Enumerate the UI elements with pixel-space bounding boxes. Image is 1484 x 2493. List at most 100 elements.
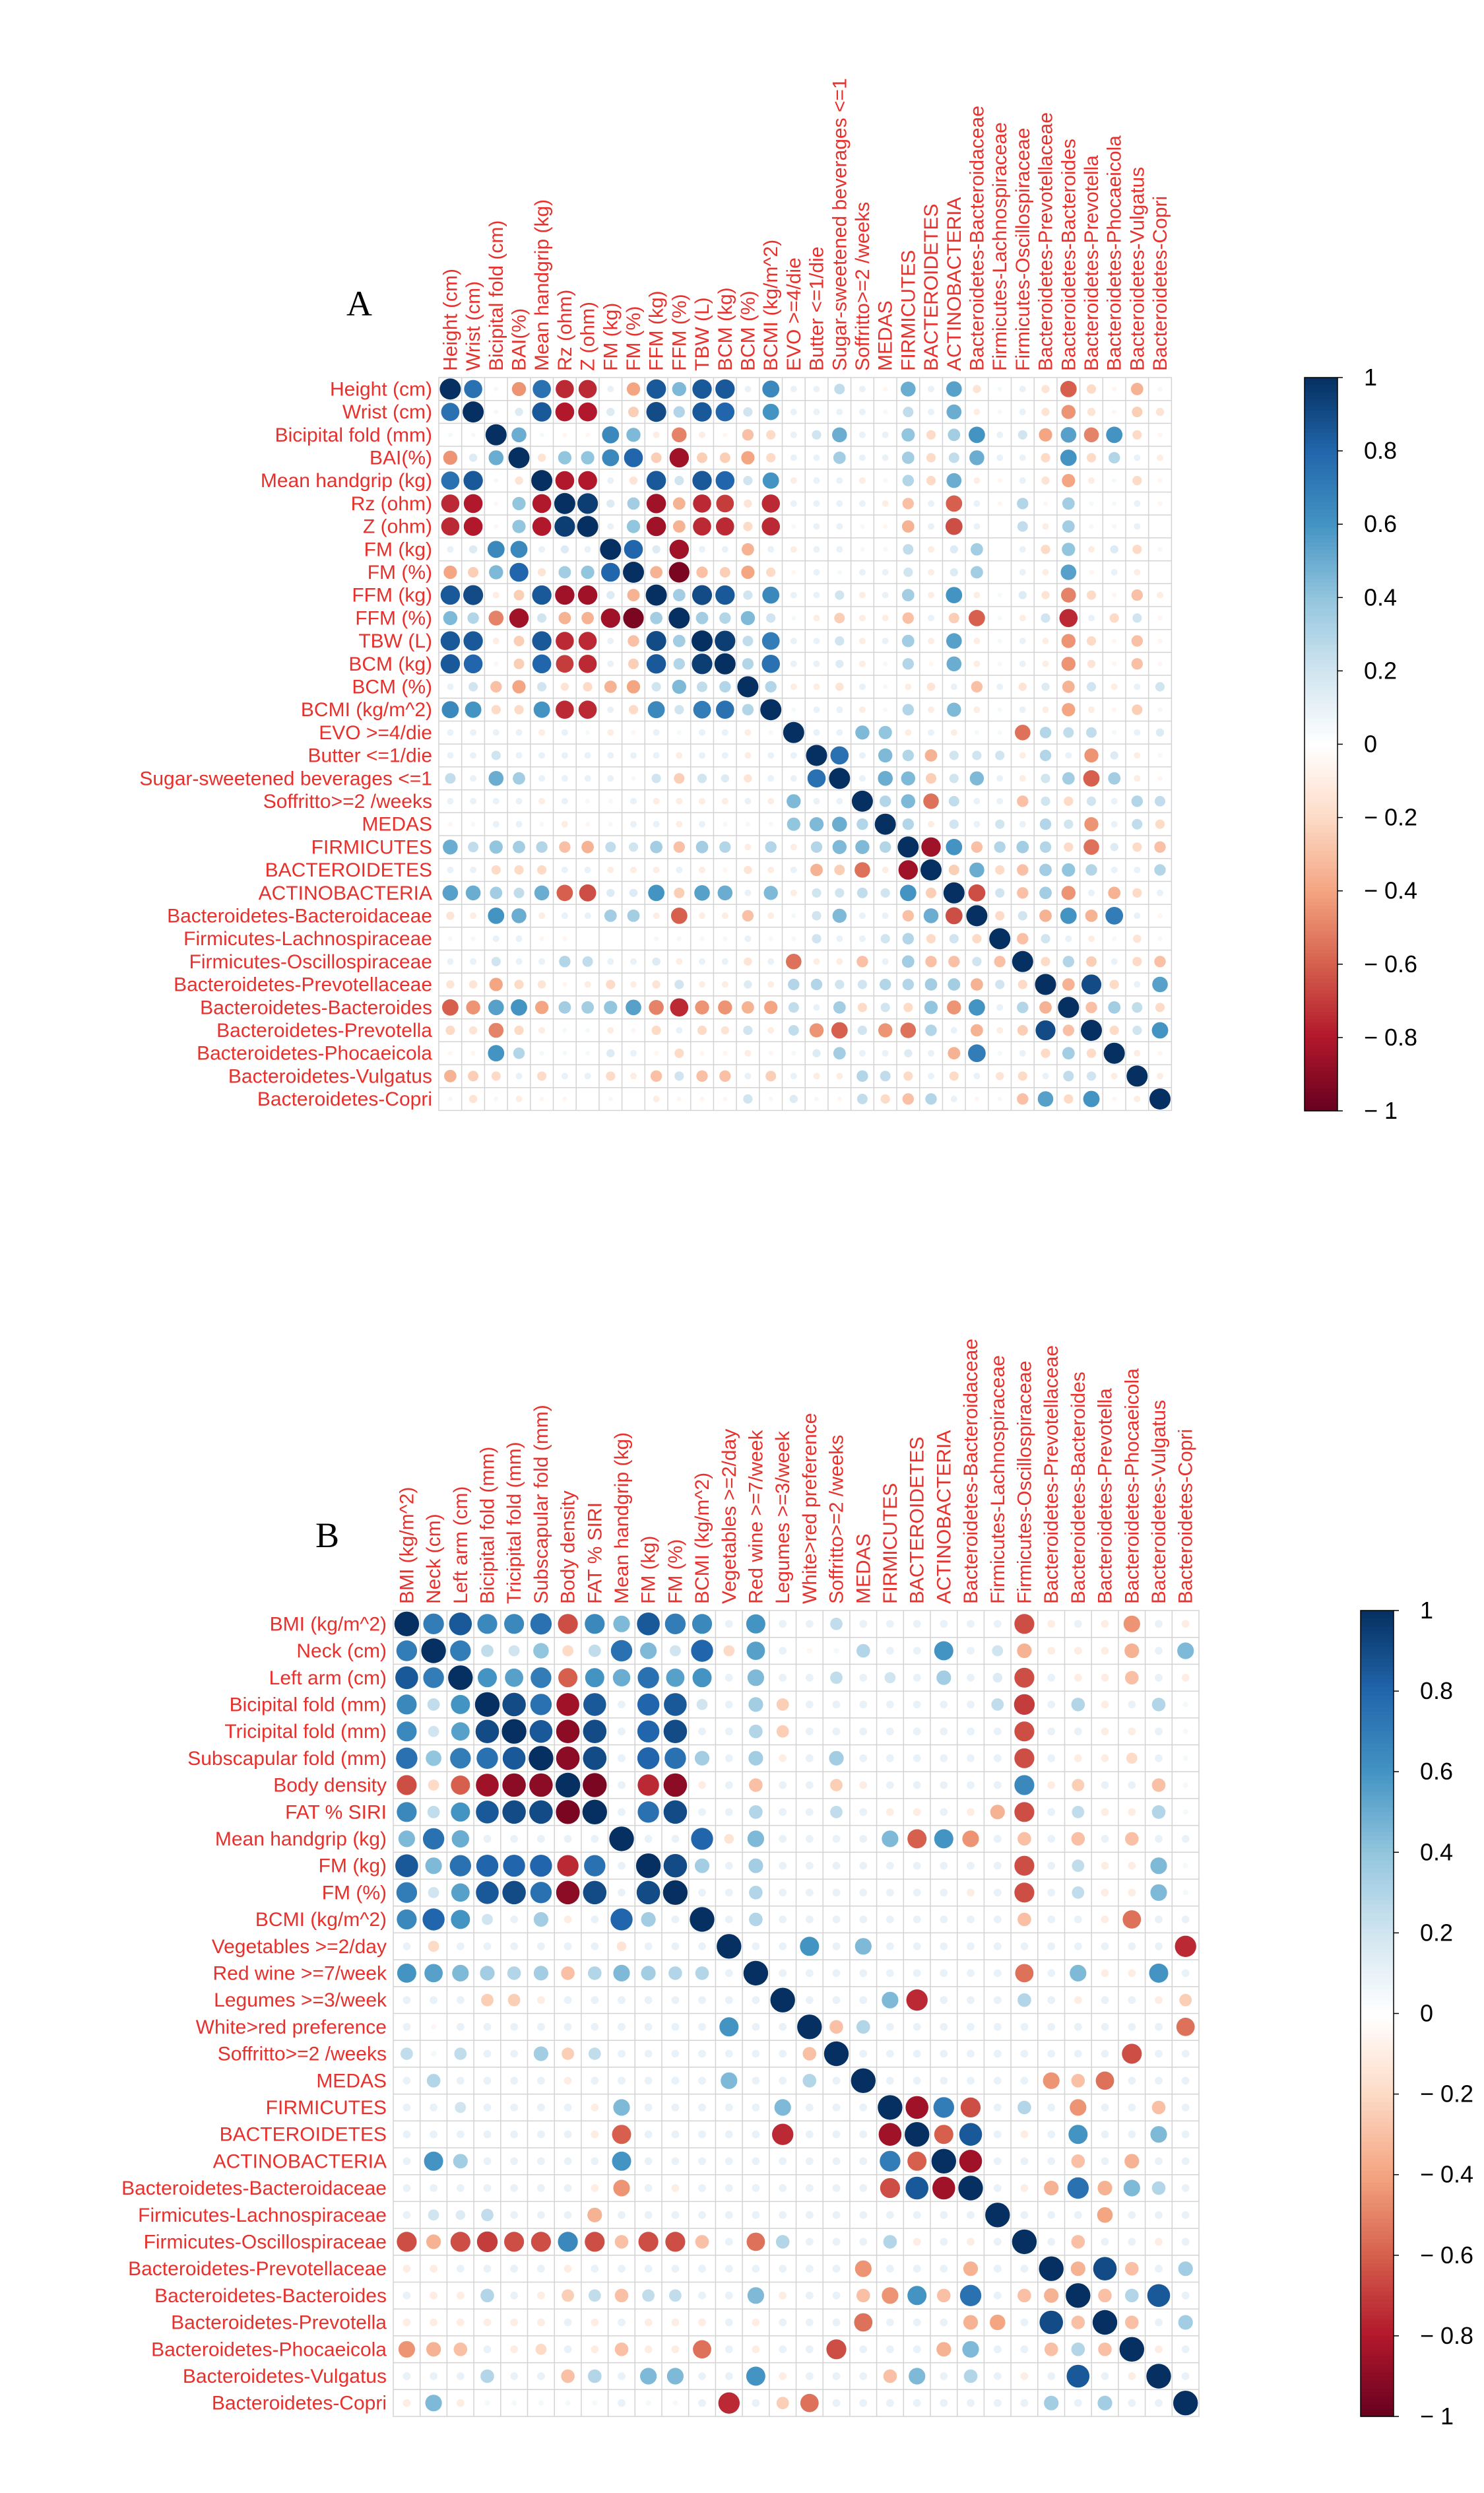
correlation-cell-b-r17-c5 (510, 2049, 518, 2058)
color-scale-band (1361, 2174, 1394, 2179)
column-label: White>red preference (799, 1413, 821, 1604)
correlation-cell-a-r5-c22 (926, 476, 936, 486)
correlation-cell-b-r18-c30 (1181, 2077, 1190, 2085)
correlation-cell-a-r5-c28 (1062, 474, 1076, 488)
correlation-cell-b-r1-c3 (449, 1612, 472, 1636)
color-scale-band (1361, 2311, 1394, 2316)
correlation-cell-b-r20-c30 (1181, 2130, 1190, 2139)
correlation-cell-b-r18-c18 (851, 2068, 876, 2093)
color-scale-band (1305, 1059, 1338, 1064)
correlation-cell-b-r25-c26 (1070, 2261, 1085, 2277)
color-scale-band (1305, 707, 1338, 712)
correlation-cell-b-r15-c16 (805, 1996, 814, 2005)
correlation-cell-a-r30-c19 (858, 1049, 866, 1057)
correlation-cell-a-r12-c23 (946, 633, 962, 649)
correlation-cell-a-r7-c1 (441, 517, 460, 536)
correlation-cell-a-r31-c22 (928, 1073, 934, 1080)
correlation-cell-b-r24-c1 (397, 2232, 417, 2252)
correlation-cell-b-r22-c16 (805, 2184, 814, 2192)
correlation-cell-b-r3-c22 (967, 1673, 975, 1682)
correlation-cell-a-r10-c29 (1086, 590, 1097, 600)
correlation-cell-a-r1-c25 (997, 386, 1002, 392)
correlation-cell-b-r3-c18 (859, 1673, 868, 1682)
correlation-cell-a-r21-c11 (673, 841, 685, 853)
correlation-cell-a-r15-c30 (1112, 707, 1117, 712)
correlation-cell-a-r6-c13 (716, 494, 734, 513)
correlation-cell-b-r23-c23 (985, 2203, 1010, 2228)
correlation-cell-a-r19-c17 (813, 797, 820, 805)
correlation-cell-a-r30-c26 (1019, 1049, 1026, 1057)
correlation-cell-a-r13-c17 (813, 660, 820, 667)
color-scale-band (1305, 861, 1338, 866)
correlation-cell-b-r10-c30 (1182, 1863, 1188, 1869)
correlation-cell-b-r25-c11 (671, 2265, 680, 2273)
correlation-cell-b-r24-c10 (638, 2232, 659, 2252)
color-scale-band (1361, 2013, 1394, 2018)
correlation-cell-a-r20-c8 (608, 822, 613, 827)
correlation-cell-a-r10-c15 (762, 586, 780, 604)
row-label: BCMI (kg/m^2) (255, 1909, 387, 1931)
color-scale-band (1361, 2102, 1394, 2107)
correlation-cell-b-r15-c3 (456, 1996, 465, 2005)
correlation-cell-a-r13-c9 (628, 658, 639, 669)
correlation-cell-b-r30-c6 (538, 2400, 544, 2406)
correlation-cell-b-r6-c1 (396, 1747, 418, 1769)
correlation-cell-a-r26-c30 (1111, 958, 1118, 965)
color-scale-band (1305, 381, 1338, 385)
correlation-cell-a-r17-c2 (470, 752, 477, 759)
correlation-cell-a-r20-c7 (585, 822, 591, 827)
correlation-cell-b-r25-c10 (644, 2265, 653, 2273)
correlation-cell-b-r1-c26 (1074, 1620, 1082, 1628)
correlation-cell-a-r12-c14 (742, 636, 754, 647)
color-scale-band (1305, 755, 1338, 760)
correlation-cell-b-r16-c23 (993, 2022, 1002, 2031)
correlation-cell-a-r7-c2 (463, 517, 483, 536)
row-label: Wrist (cm) (342, 401, 432, 423)
color-scale-band (1361, 1904, 1394, 1910)
correlation-cell-a-r4-c19 (858, 454, 866, 461)
correlation-cell-a-r6-c14 (744, 499, 752, 508)
correlation-cell-a-r21-c5 (536, 841, 548, 853)
correlation-cell-a-r10-c1 (440, 585, 461, 605)
correlation-cell-b-r1-c11 (664, 1613, 686, 1634)
correlation-cell-a-r15-c8 (607, 706, 614, 714)
correlation-cell-a-r25-c14 (744, 935, 752, 943)
correlation-cell-a-r19-c1 (447, 797, 454, 805)
correlation-cell-a-r23-c1 (442, 885, 459, 901)
correlation-cell-b-r25-c18 (855, 2260, 872, 2277)
correlation-cell-b-r29-c15 (779, 2372, 787, 2380)
color-scale-band (1361, 1888, 1394, 1893)
color-scale-band (1361, 1856, 1394, 1861)
correlation-cell-a-r7-c24 (973, 523, 981, 530)
correlation-cell-b-r26-c19 (882, 2287, 899, 2304)
correlation-cell-a-r6-c11 (672, 497, 686, 510)
correlation-cell-a-r26-c2 (470, 958, 477, 965)
correlation-cell-a-r27-c1 (446, 980, 455, 989)
correlation-cell-b-r2-c8 (588, 1644, 601, 1657)
correlation-cell-a-r14-c13 (719, 681, 731, 693)
correlation-cell-a-r25-c18 (836, 935, 843, 943)
correlation-cell-b-r30-c22 (967, 2399, 975, 2407)
correlation-cell-b-r15-c19 (882, 1991, 899, 2009)
correlation-cell-b-r6-c13 (725, 1754, 733, 1762)
correlation-cell-b-r14-c21 (940, 1969, 948, 1978)
correlation-cell-b-r5-c14 (749, 1724, 763, 1739)
correlation-cell-b-r15-c26 (1074, 1996, 1082, 2005)
color-scale-band (1361, 1634, 1394, 1640)
column-label: Firmicutes-Lachnospiraceae (987, 1355, 1009, 1604)
correlation-cell-a-r16-c10 (653, 729, 660, 736)
correlation-cell-a-r19-c27 (1041, 796, 1050, 806)
correlation-cell-b-r4-c13 (725, 1700, 733, 1709)
correlation-cell-a-r25-c7 (587, 938, 589, 939)
correlation-cell-a-r17-c4 (515, 752, 523, 759)
correlation-cell-b-r26-c25 (1044, 2288, 1059, 2303)
correlation-cell-b-r30-c29 (1155, 2399, 1163, 2407)
correlation-cell-b-r20-c14 (752, 2130, 760, 2139)
correlation-cell-b-r27-c16 (805, 2318, 814, 2327)
color-scale-band (1305, 440, 1338, 444)
correlation-cell-b-r3-c15 (779, 1673, 787, 1682)
correlation-cell-b-r6-c26 (1074, 1754, 1082, 1762)
correlation-cell-a-r5-c15 (762, 472, 779, 489)
color-scale-band (1361, 2207, 1394, 2212)
color-scale-band (1361, 2295, 1394, 2300)
